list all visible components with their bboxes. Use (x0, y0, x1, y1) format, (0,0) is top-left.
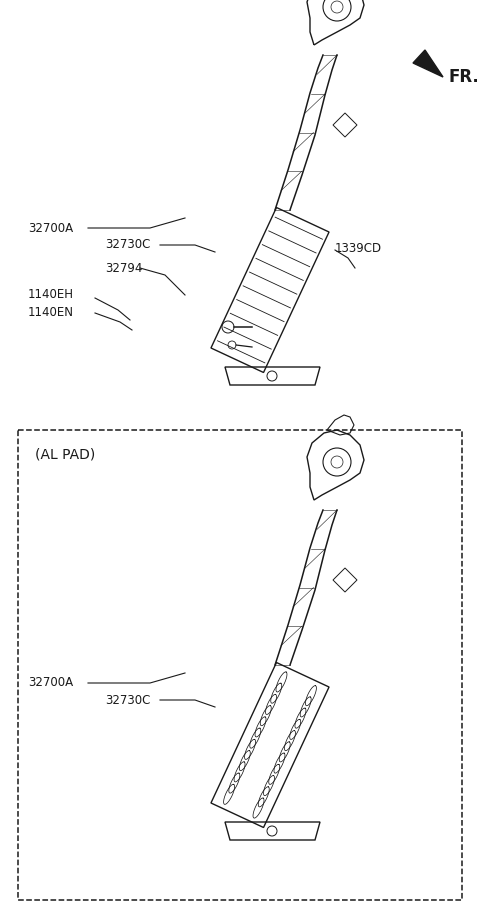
Text: 1140EH: 1140EH (28, 289, 74, 302)
Bar (18, 430, 462, 900)
Text: 1140EN: 1140EN (28, 306, 74, 320)
Text: 32700A: 32700A (28, 221, 73, 235)
Text: FR.: FR. (448, 68, 479, 86)
Text: 1339CD: 1339CD (335, 241, 382, 254)
Text: 32730C: 32730C (105, 239, 150, 251)
Text: 32794: 32794 (105, 261, 143, 274)
Text: 32730C: 32730C (105, 694, 150, 707)
Text: (AL PAD): (AL PAD) (35, 448, 95, 462)
Polygon shape (413, 50, 443, 77)
Text: 32700A: 32700A (28, 676, 73, 689)
